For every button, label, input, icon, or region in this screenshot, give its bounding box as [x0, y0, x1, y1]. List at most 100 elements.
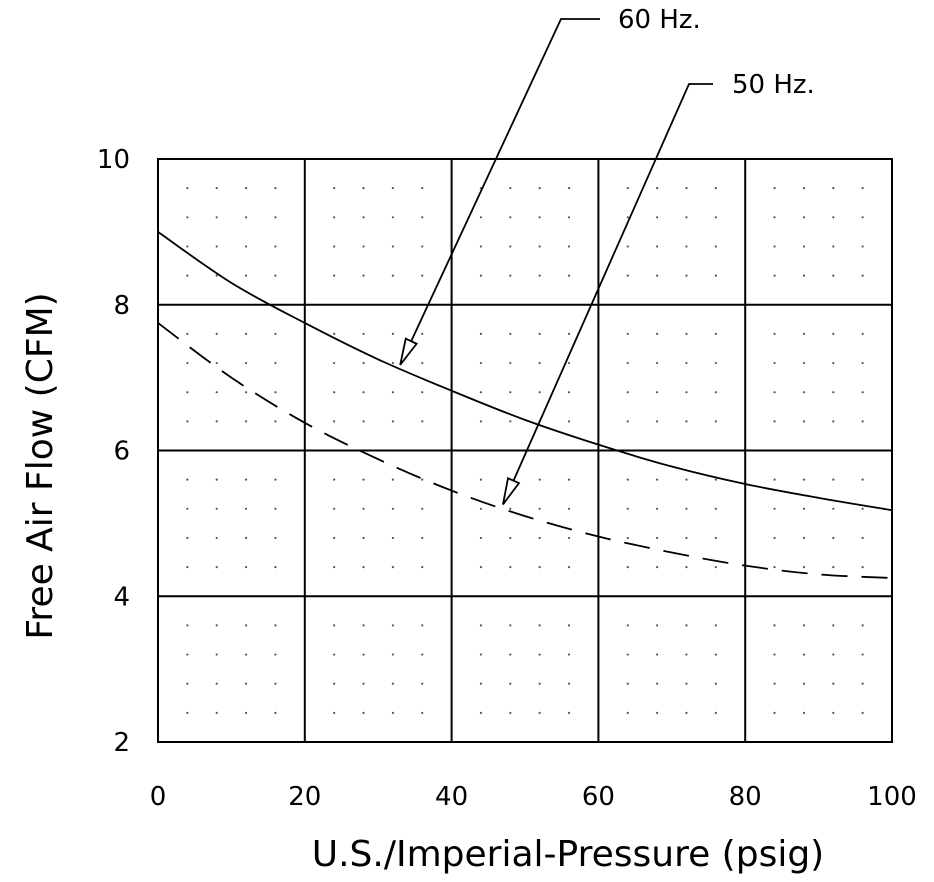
- grid-dot: [274, 624, 277, 627]
- grid-dot: [802, 653, 806, 656]
- grid-dot: [714, 187, 717, 190]
- grid-dot: [538, 624, 541, 627]
- grid-dot: [832, 624, 835, 627]
- major-grid: [157, 158, 893, 743]
- grid-dot: [274, 653, 277, 656]
- grid-dot: [244, 216, 248, 219]
- grid-dot: [274, 187, 277, 190]
- grid-dot: [215, 332, 218, 335]
- grid-dot: [333, 391, 336, 394]
- grid-dot: [215, 187, 218, 190]
- plot-frame: [157, 158, 893, 743]
- grid-dot: [685, 711, 688, 714]
- grid-dot: [832, 187, 835, 190]
- grid-dot: [479, 536, 483, 540]
- series-layer: [157, 231, 893, 579]
- grid-dot: [215, 566, 218, 569]
- grid-dot: [832, 536, 835, 540]
- grid-dot: [656, 332, 659, 335]
- grid-dot: [509, 507, 512, 510]
- grid-dot: [861, 361, 864, 365]
- grid-dot: [567, 245, 571, 248]
- grid-dot: [656, 566, 659, 569]
- grid-dot: [215, 391, 218, 394]
- grid-dot: [274, 566, 277, 569]
- grid-dot: [244, 361, 248, 365]
- grid-dot: [186, 536, 189, 540]
- callout-arrowhead-60-hz: [399, 337, 419, 366]
- y-tick-label: 6: [113, 437, 130, 467]
- grid-dot: [714, 332, 717, 335]
- grid-dot: [714, 478, 717, 481]
- grid-dot: [626, 507, 629, 510]
- grid-dot: [333, 187, 336, 190]
- grid-dot: [802, 478, 806, 481]
- grid-dot: [685, 391, 688, 394]
- grid-dot: [861, 187, 864, 190]
- series-line-60-hz: [157, 231, 893, 512]
- grid-dot: [479, 245, 483, 248]
- grid-dot: [626, 711, 629, 714]
- grid-dot: [391, 274, 394, 277]
- grid-dot: [421, 536, 424, 540]
- grid-dot: [567, 478, 571, 481]
- grid-dot: [714, 274, 717, 277]
- grid-dot: [215, 420, 218, 423]
- grid-dot: [714, 420, 717, 423]
- grid-dot: [773, 391, 776, 394]
- grid-dot: [362, 245, 365, 248]
- grid-dot: [391, 653, 394, 656]
- grid-dot: [391, 391, 394, 394]
- y-tick-label: 2: [113, 728, 130, 758]
- grid-dot: [861, 420, 864, 423]
- grid-dot: [538, 711, 541, 714]
- series-label-60-hz: 60 Hz.: [618, 5, 701, 35]
- grid-dot: [391, 187, 394, 190]
- grid-dot: [333, 711, 336, 714]
- grid-dot: [186, 711, 189, 714]
- grid-dot: [832, 682, 835, 685]
- grid-dot: [421, 361, 424, 365]
- grid-dot: [685, 653, 688, 656]
- grid-dot: [391, 478, 394, 481]
- grid-dot: [656, 361, 659, 365]
- grid-dot: [656, 653, 659, 656]
- grid-dot: [362, 332, 365, 335]
- grid-dot: [538, 682, 541, 685]
- grid-dot: [509, 536, 512, 540]
- grid-dot: [861, 216, 864, 219]
- grid-dot: [274, 332, 277, 335]
- grid-dot: [509, 216, 512, 219]
- grid-dot: [802, 332, 806, 335]
- grid-dot: [773, 536, 776, 540]
- grid-dot: [685, 536, 688, 540]
- grid-dot: [479, 682, 483, 685]
- grid-dot: [626, 478, 629, 481]
- grid-dot: [186, 332, 189, 335]
- grid-dot: [714, 682, 717, 685]
- grid-dot: [832, 478, 835, 481]
- grid-dot: [421, 274, 424, 277]
- grid-dot: [333, 245, 336, 248]
- grid-dot: [244, 566, 248, 569]
- grid-dot: [509, 332, 512, 335]
- grid-dot: [362, 420, 365, 423]
- grid-dot: [362, 711, 365, 714]
- grid-dot: [421, 682, 424, 685]
- grid-dot: [773, 245, 776, 248]
- callout-leader-50-hz: [502, 83, 713, 505]
- x-tick-label: 100: [867, 782, 917, 812]
- grid-dot: [567, 624, 571, 627]
- grid-dot: [538, 332, 541, 335]
- grid-dot: [714, 711, 717, 714]
- grid-dot: [479, 216, 483, 219]
- grid-dot: [538, 507, 541, 510]
- grid-dot: [832, 245, 835, 248]
- y-tick-labels: 2 4 6 8 10: [97, 145, 130, 758]
- grid-dot: [802, 536, 806, 540]
- grid-dot: [832, 566, 835, 569]
- grid-dot: [685, 216, 688, 219]
- grid-dot: [391, 361, 394, 365]
- grid-dot: [567, 187, 571, 190]
